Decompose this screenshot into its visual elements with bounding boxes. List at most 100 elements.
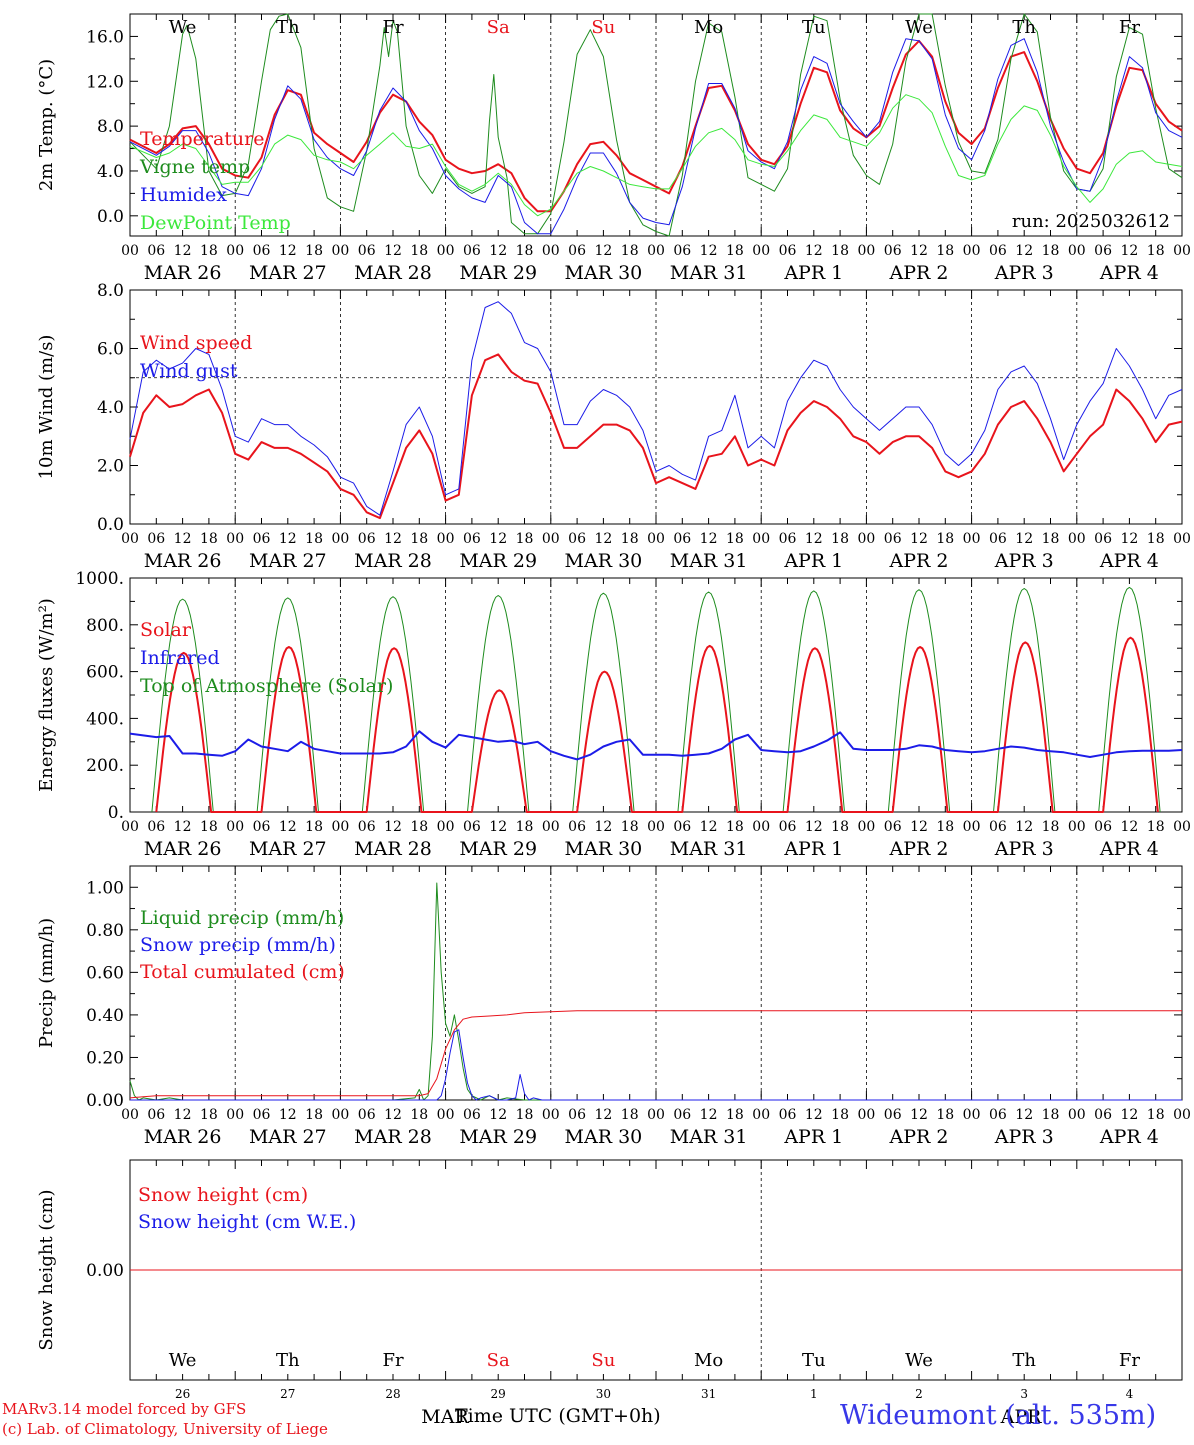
hour-tick-label: 00 <box>857 1107 875 1123</box>
hour-tick-label: 00 <box>857 243 875 259</box>
precip-series-snow-precip-mm-h- <box>130 1029 1182 1101</box>
hour-tick-label: 06 <box>463 243 481 259</box>
hour-tick-label: 06 <box>884 819 902 835</box>
hour-tick-label: 06 <box>358 243 376 259</box>
hour-tick-label: 12 <box>1015 531 1033 547</box>
weekday-label-bottom: Fr <box>1119 1350 1140 1371</box>
date-label: MAR 30 <box>565 262 643 284</box>
hour-tick-label: 00 <box>963 531 981 547</box>
hour-tick-label: 12 <box>279 243 297 259</box>
hour-tick-label: 00 <box>226 819 244 835</box>
temperature-y-tick-label: 16.0 <box>86 27 124 47</box>
hour-tick-label: 12 <box>700 243 718 259</box>
hour-tick-label: 18 <box>200 819 218 835</box>
hour-tick-label: 12 <box>594 1107 612 1123</box>
wind-legend-item: Wind gust <box>140 360 238 382</box>
month-label-apr: APR <box>1000 1406 1043 1428</box>
hour-tick-label: 06 <box>989 243 1007 259</box>
hour-tick-label: 18 <box>936 1107 954 1123</box>
hour-tick-label: 18 <box>200 1107 218 1123</box>
weekday-label-bottom: Sa <box>487 1350 510 1371</box>
hour-tick-label: 00 <box>437 531 455 547</box>
snow-legend-item: Snow height (cm) <box>138 1184 308 1206</box>
day-number-label: 31 <box>701 1387 716 1401</box>
date-label: APR 1 <box>783 550 843 572</box>
temperature-series-humidex <box>129 38 1183 235</box>
day-number-label: 1 <box>810 1387 818 1401</box>
station-label: Wideumont (alt. 535m) <box>840 1400 1157 1431</box>
precip-y-tick-label: 0.80 <box>86 921 124 941</box>
hour-tick-label: 06 <box>989 531 1007 547</box>
hour-tick-label: 18 <box>726 1107 744 1123</box>
hour-tick-label: 06 <box>1094 819 1112 835</box>
date-label: APR 2 <box>889 550 949 572</box>
precip-y-tick-label: 0.00 <box>86 1091 124 1111</box>
hour-tick-label: 18 <box>726 819 744 835</box>
precip-y-tick-label: 1.00 <box>86 878 124 898</box>
hour-tick-label: 12 <box>489 243 507 259</box>
hour-tick-label: 00 <box>226 243 244 259</box>
hour-tick-label: 06 <box>989 819 1007 835</box>
date-label: APR 4 <box>1099 1126 1159 1148</box>
date-label: APR 1 <box>783 1126 843 1148</box>
wind-y-tick-label: 4.0 <box>97 398 124 418</box>
hour-tick-label: 12 <box>700 531 718 547</box>
weekday-label-bottom: Su <box>591 1350 615 1371</box>
precip-y-tick-label: 0.20 <box>86 1048 124 1068</box>
date-label: MAR 27 <box>249 838 327 860</box>
hour-tick-label: 00 <box>752 243 770 259</box>
wind-series-wind-speed <box>129 353 1183 520</box>
hour-tick-label: 06 <box>253 531 271 547</box>
date-label: APR 3 <box>994 262 1054 284</box>
hour-tick-label: 18 <box>726 243 744 259</box>
hour-tick-label: 12 <box>174 531 192 547</box>
hour-tick-label: 00 <box>121 819 139 835</box>
hour-tick-label: 12 <box>910 531 928 547</box>
wind-y-tick-label: 2.0 <box>97 457 124 477</box>
hour-tick-label: 12 <box>489 1107 507 1123</box>
date-label: MAR 29 <box>459 262 537 284</box>
day-number-label: 4 <box>1126 1387 1134 1401</box>
hour-tick-label: 00 <box>1173 243 1191 259</box>
hour-tick-label: 12 <box>594 243 612 259</box>
hour-tick-label: 12 <box>594 819 612 835</box>
hour-tick-label: 00 <box>857 819 875 835</box>
hour-tick-label: 18 <box>621 1107 639 1123</box>
hour-tick-label: 12 <box>384 531 402 547</box>
hour-tick-label: 06 <box>779 1107 797 1123</box>
precip-series-total-cumulated-cm- <box>129 1010 1182 1099</box>
energy-series-solar <box>155 636 1159 813</box>
date-label: MAR 30 <box>565 550 643 572</box>
snow-y-tick-label: 0.00 <box>86 1261 124 1281</box>
hour-tick-label: 18 <box>831 531 849 547</box>
date-label: MAR 31 <box>670 262 748 284</box>
hour-tick-label: 00 <box>1173 531 1191 547</box>
energy-y-tick-label: 400. <box>86 709 124 729</box>
hour-tick-label: 18 <box>516 1107 534 1123</box>
hour-tick-label: 12 <box>805 819 823 835</box>
hour-tick-label: 12 <box>489 819 507 835</box>
hour-tick-label: 18 <box>200 243 218 259</box>
hour-tick-label: 12 <box>1015 1107 1033 1123</box>
hour-tick-label: 12 <box>279 1107 297 1123</box>
hour-tick-label: 18 <box>936 243 954 259</box>
hour-tick-label: 12 <box>174 1107 192 1123</box>
date-label: APR 4 <box>1099 262 1159 284</box>
hour-tick-label: 00 <box>226 531 244 547</box>
hour-tick-label: 00 <box>331 1107 349 1123</box>
day-number-label: 30 <box>596 1387 611 1401</box>
day-number-label: 2 <box>915 1387 923 1401</box>
weekday-label-top: We <box>905 17 933 38</box>
hour-tick-label: 06 <box>989 1107 1007 1123</box>
date-label: MAR 28 <box>354 550 432 572</box>
date-label: MAR 31 <box>670 1126 748 1148</box>
date-label: MAR 26 <box>144 262 222 284</box>
hour-tick-label: 12 <box>910 819 928 835</box>
energy-y-tick-label: 0. <box>108 803 124 823</box>
precip-legend-item: Total cumulated (cm) <box>140 961 345 983</box>
hour-tick-label: 18 <box>1042 243 1060 259</box>
hour-tick-label: 18 <box>621 819 639 835</box>
temperature-legend-item: DewPoint Temp <box>140 212 291 234</box>
hour-tick-label: 06 <box>1094 531 1112 547</box>
